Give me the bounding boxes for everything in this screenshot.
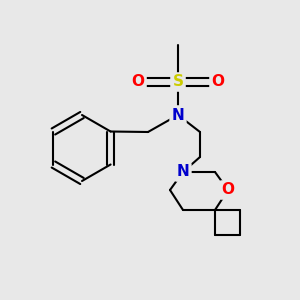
Text: O: O [131,74,145,89]
Text: N: N [172,107,184,122]
Text: N: N [177,164,189,179]
Text: S: S [172,74,184,89]
Text: O: O [221,182,235,197]
Text: O: O [212,74,224,89]
